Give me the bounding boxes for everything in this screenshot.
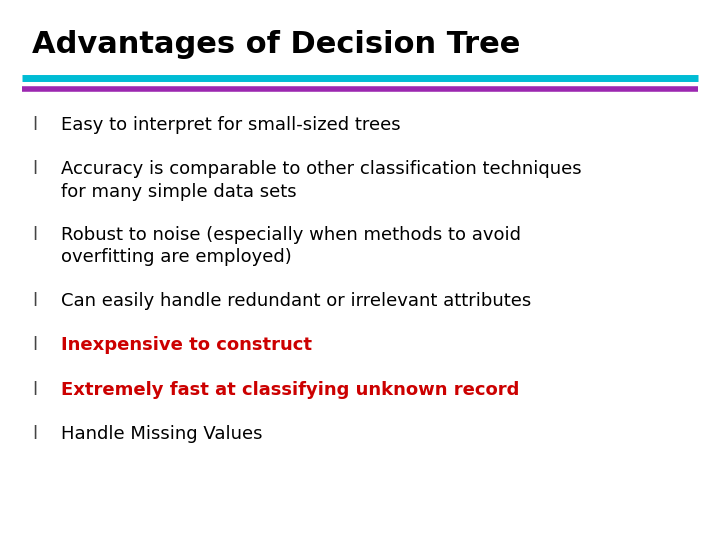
Text: Inexpensive to construct: Inexpensive to construct bbox=[61, 336, 312, 354]
Text: l: l bbox=[32, 425, 37, 443]
Text: Accuracy is comparable to other classification techniques
for many simple data s: Accuracy is comparable to other classifi… bbox=[61, 160, 582, 200]
Text: Easy to interpret for small-sized trees: Easy to interpret for small-sized trees bbox=[61, 116, 401, 134]
Text: Handle Missing Values: Handle Missing Values bbox=[61, 425, 263, 443]
Text: l: l bbox=[32, 381, 37, 399]
Text: l: l bbox=[32, 292, 37, 310]
Text: Extremely fast at classifying unknown record: Extremely fast at classifying unknown re… bbox=[61, 381, 520, 399]
Text: Advantages of Decision Tree: Advantages of Decision Tree bbox=[32, 30, 521, 59]
Text: l: l bbox=[32, 336, 37, 354]
Text: l: l bbox=[32, 160, 37, 178]
Text: l: l bbox=[32, 116, 37, 134]
Text: Robust to noise (especially when methods to avoid
overfitting are employed): Robust to noise (especially when methods… bbox=[61, 226, 521, 266]
Text: Can easily handle redundant or irrelevant attributes: Can easily handle redundant or irrelevan… bbox=[61, 292, 531, 310]
Text: l: l bbox=[32, 226, 37, 244]
